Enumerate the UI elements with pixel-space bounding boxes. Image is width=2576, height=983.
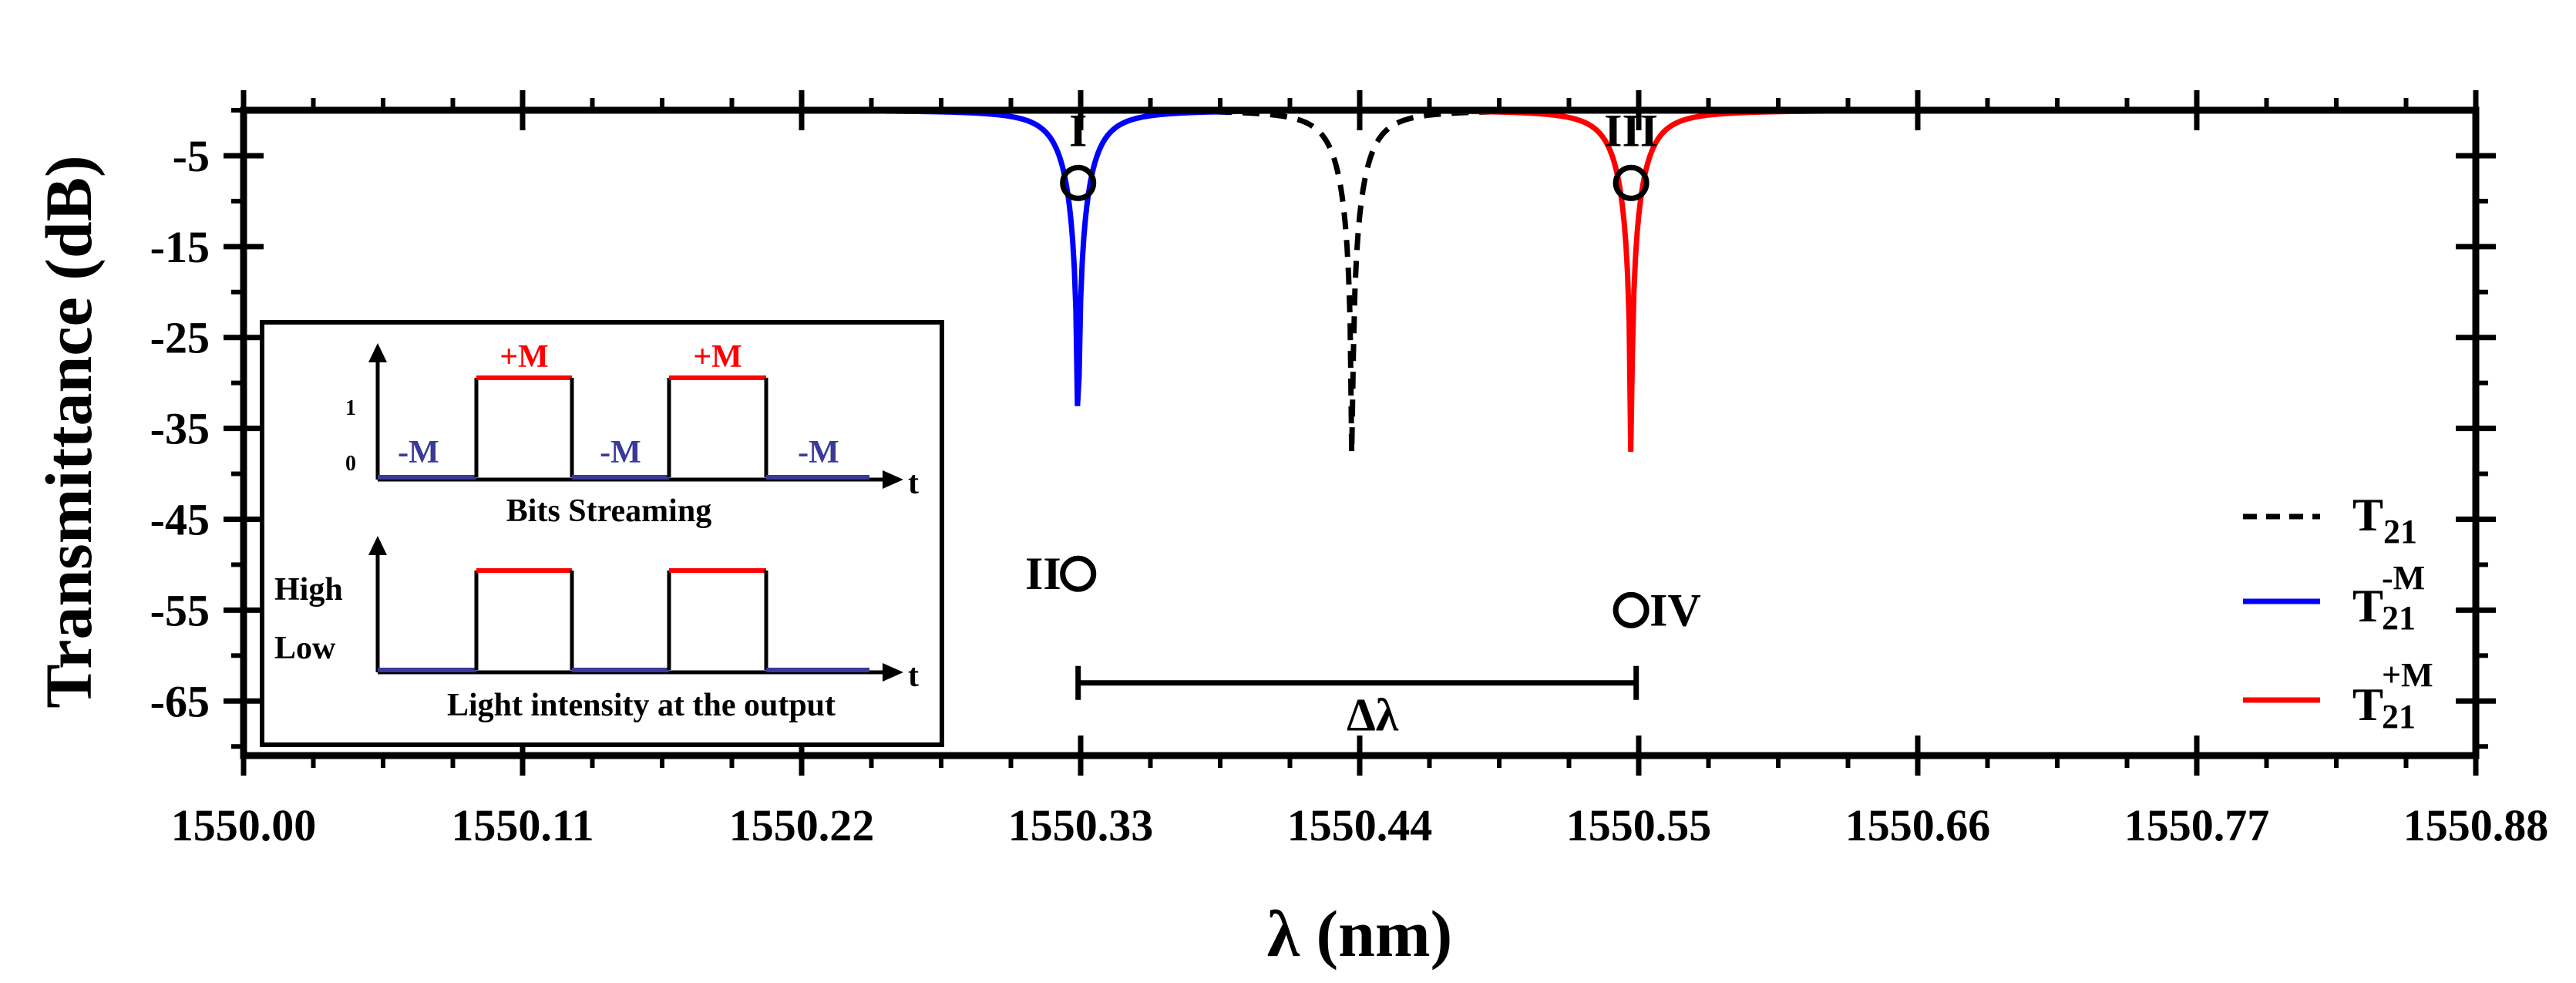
minus-m-label: -M bbox=[398, 435, 439, 470]
plus-m-label: +M bbox=[693, 339, 742, 375]
legend-sub-t21-plus-m: 21 bbox=[2382, 698, 2416, 736]
intensity-t-label: t bbox=[908, 658, 919, 694]
plus-m-label: +M bbox=[499, 339, 549, 375]
marker-circle-iii bbox=[1613, 164, 1650, 201]
bit-stream-caption: Bits Streaming bbox=[506, 493, 711, 529]
marker-label-i: I bbox=[1069, 105, 1087, 156]
bit-stream-one-label: 1 bbox=[345, 396, 356, 420]
y-axis-title: Transmittance (dB) bbox=[32, 155, 106, 708]
x-tick-label: 1550.66 bbox=[1845, 800, 1991, 850]
intensity-y-arrowhead bbox=[368, 536, 387, 555]
marker-circle-i bbox=[1060, 164, 1097, 201]
legend-label-t21-plus-m: T bbox=[2352, 679, 2383, 730]
light-intensity-panel: t High Low Light intensity at the output bbox=[274, 536, 919, 723]
x-tick-label: 1550.00 bbox=[171, 800, 317, 850]
legend-sub-t21-minus-m: 21 bbox=[2382, 599, 2416, 637]
bit-stream-y-arrowhead bbox=[368, 343, 387, 362]
legend-entry-t21-minus-m: T 21 -M bbox=[2243, 559, 2425, 637]
legend-main: T bbox=[2352, 490, 2383, 540]
x-tick-label: 1550.33 bbox=[1008, 800, 1154, 850]
y-tick-label: -45 bbox=[150, 494, 210, 544]
bit-stream-x-arrowhead bbox=[883, 470, 903, 489]
y-tick-label: -25 bbox=[150, 313, 210, 363]
legend-sup-t21-minus-m: -M bbox=[2382, 559, 2425, 597]
legend-label-t21-minus-m: T bbox=[2352, 581, 2383, 631]
legend-sup-t21-plus-m: +M bbox=[2382, 656, 2433, 694]
bit-stream-t-label: t bbox=[908, 466, 919, 501]
bit-stream-zero-label: 0 bbox=[345, 452, 356, 476]
y-tick-label: -35 bbox=[150, 404, 210, 454]
intensity-caption: Light intensity at the output bbox=[447, 688, 836, 723]
marker-label-iv: IV bbox=[1650, 584, 1701, 635]
x-tick-label: 1550.88 bbox=[2403, 800, 2549, 850]
delta-lambda-annotation: Δλ bbox=[1075, 665, 1639, 741]
legend-sub: 21 bbox=[2383, 513, 2417, 550]
bit-stream-panel: t 1 0 +M +M -M -M -M Bits Streaming bbox=[345, 339, 919, 529]
x-axis-title: λ (nm) bbox=[1267, 897, 1453, 971]
legend-label-t21: T21 bbox=[2352, 490, 2417, 550]
x-axis-ticks: 1550.00 1550.11 1550.22 1550.33 1550.44 1550.… bbox=[171, 90, 2549, 850]
x-tick-label: 1550.55 bbox=[1566, 800, 1712, 850]
legend-entry-t21: T21 bbox=[2243, 490, 2417, 550]
y-tick-label: -55 bbox=[150, 585, 210, 635]
y-axis-ticks: -5 -15 -25 -35 -45 -55 -65 bbox=[150, 108, 2496, 749]
intensity-high-label: High bbox=[274, 572, 343, 608]
legend-main: T bbox=[2352, 679, 2383, 730]
y-tick-label: -65 bbox=[150, 676, 210, 726]
intensity-x-arrowhead bbox=[883, 663, 903, 682]
x-tick-label: 1550.77 bbox=[2124, 800, 2270, 850]
intensity-low-label: Low bbox=[274, 631, 336, 666]
marker-circle-iv bbox=[1613, 591, 1650, 628]
inset-diagram: t 1 0 +M +M -M -M -M Bits Streaming bbox=[260, 320, 944, 747]
minus-m-label: -M bbox=[600, 435, 641, 470]
x-tick-label: 1550.11 bbox=[451, 800, 594, 850]
x-tick-label: 1550.44 bbox=[1287, 800, 1433, 850]
inset-frame bbox=[260, 320, 944, 747]
legend-entry-t21-plus-m: T 21 +M bbox=[2243, 656, 2433, 736]
marker-label-iii: III bbox=[1604, 105, 1658, 156]
marker-circle-ii bbox=[1060, 555, 1097, 592]
legend: T21 T 21 -M T 21 +M bbox=[2243, 490, 2433, 736]
x-tick-label: 1550.22 bbox=[729, 800, 875, 850]
legend-main: T bbox=[2352, 581, 2383, 631]
y-tick-label: -5 bbox=[173, 131, 210, 181]
minus-m-label: -M bbox=[798, 435, 839, 470]
marker-label-ii: II bbox=[1025, 548, 1061, 599]
delta-lambda-label: Δλ bbox=[1347, 690, 1399, 741]
y-tick-label: -15 bbox=[150, 222, 210, 272]
